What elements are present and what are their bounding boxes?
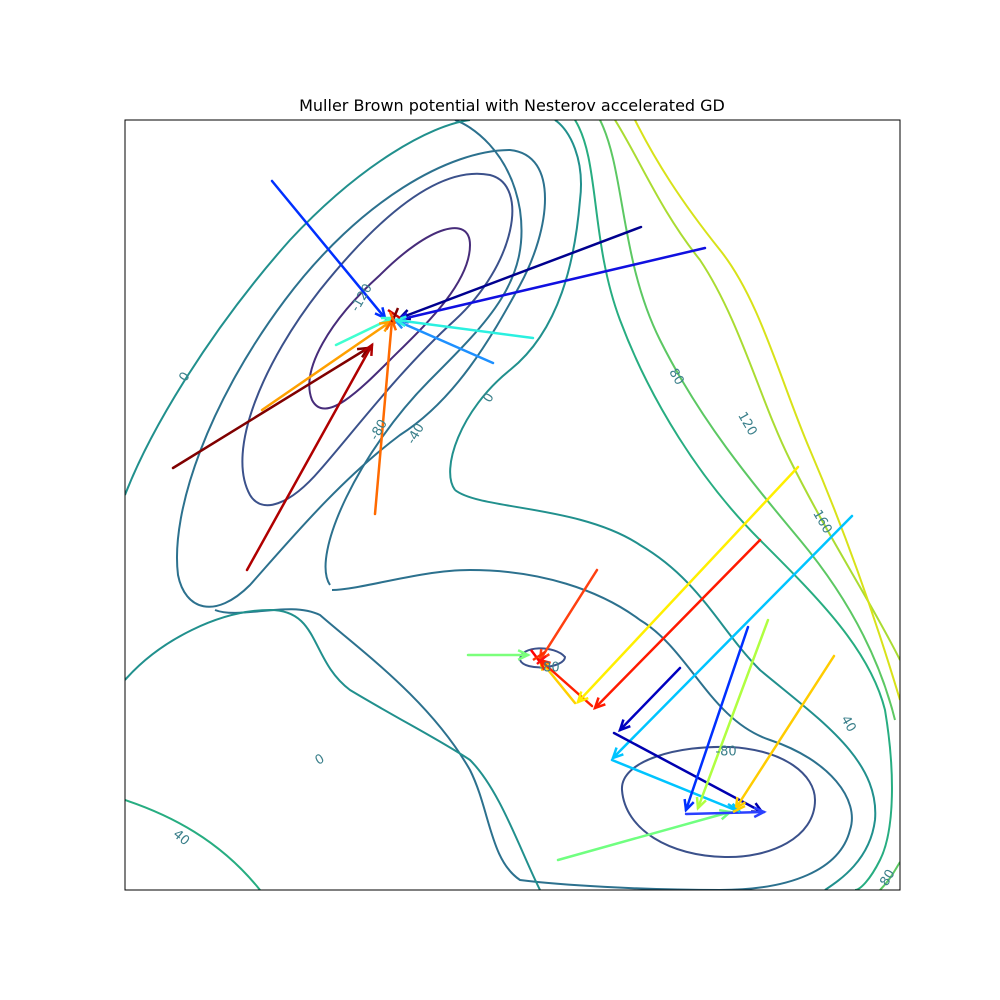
contour-label-3: 0: [480, 391, 497, 406]
contour-line-12: [574, 120, 893, 890]
contour-line-4: [176, 148, 546, 608]
contour-label-13: 80: [877, 867, 898, 889]
contour-label-1: -80: [367, 417, 391, 443]
trajectory-arrow-4: [393, 315, 535, 340]
contour-label-11: 160: [809, 507, 834, 536]
contour-line-3: [620, 745, 817, 859]
contour-label-12: 40: [837, 713, 858, 735]
contour-line-1: [241, 172, 514, 507]
contour-line-16: [634, 120, 900, 701]
contour-label-2: -40: [404, 421, 428, 447]
trajectory-arrow-24: [684, 806, 767, 819]
trajectory-arrow-8: [245, 342, 374, 572]
contour-line-6: [214, 568, 853, 890]
trajectory-arrow-23: [556, 808, 733, 862]
contour-label-10: 120: [734, 409, 759, 438]
contour-label-5: 0: [313, 751, 328, 768]
trajectory-tick-0: [387, 308, 401, 320]
trajectory-tick-3: [530, 649, 541, 663]
plot-frame: [124, 119, 901, 891]
trajectory-tick-7: [732, 804, 746, 814]
trajectory-arrow-2: [395, 246, 707, 324]
contour-line-8: [125, 608, 541, 890]
trajectory-arrow-15: [592, 538, 762, 711]
contour-label-0: -120: [348, 281, 376, 314]
contour-line-13: [599, 120, 896, 721]
trajectory-arrow-9: [373, 317, 398, 516]
trajectory-tick-2: [388, 311, 397, 325]
contour-label-7: -80: [715, 745, 736, 760]
contour-line-9: [449, 120, 582, 491]
contour-label-8: 40: [170, 827, 192, 849]
trajectory-arrow-16: [610, 514, 854, 761]
contour-line-2: [518, 647, 567, 669]
trajectory-arrow-14: [576, 465, 800, 705]
contour-line-14: [879, 861, 900, 890]
trajectory-arrow-6: [260, 320, 393, 412]
trajectory-tick-5: [536, 655, 547, 665]
chart-title: Muller Brown potential with Nesterov acc…: [299, 96, 725, 115]
trajectory-arrow-21: [695, 618, 770, 811]
trajectory-arrow-19: [610, 758, 743, 814]
trajectory-tick-4: [532, 650, 546, 662]
contour-line-5: [324, 120, 523, 586]
contour-line-0: [308, 227, 472, 410]
trajectory-arrow-17: [618, 666, 682, 733]
contour-line-15: [614, 120, 900, 661]
trajectory-arrow-11: [466, 649, 531, 661]
contour-line-11: [125, 799, 261, 890]
contour-label-6: -80: [538, 661, 559, 676]
trajectory-arrow-20: [683, 625, 750, 813]
contour-line-7: [125, 120, 471, 496]
contour-label-9: 80: [665, 366, 686, 388]
